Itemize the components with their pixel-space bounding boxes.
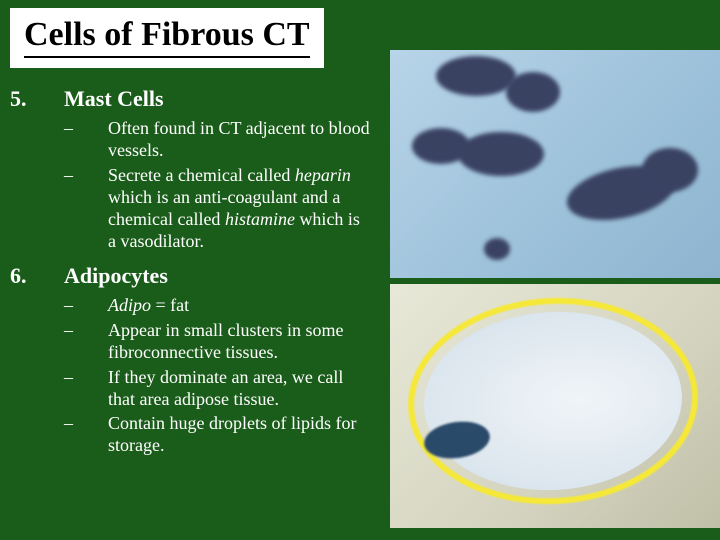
bullet-dash: – [64,320,108,364]
bullet-text: Contain huge droplets of lipids for stor… [108,413,370,457]
italic-term: heparin [295,165,351,185]
bullet-dash: – [64,295,108,317]
item-6-bullet-3: – If they dominate an area, we call that… [64,367,370,411]
yellow-outline [403,291,703,512]
item-6-number: 6. [10,263,64,289]
image-column [390,0,720,540]
title-container: Cells of Fibrous CT [10,8,324,68]
item-6-heading: Adipocytes [64,263,168,289]
text-fragment: Secrete a chemical called [108,165,295,185]
cell-blob [436,56,516,96]
bullet-dash: – [64,165,108,253]
item-6-bullet-4: – Contain huge droplets of lipids for st… [64,413,370,457]
text-content: 5. Mast Cells – Often found in CT adjace… [10,86,370,457]
item-5-number: 5. [10,86,64,112]
adipocyte-micrograph [390,284,720,528]
bullet-dash: – [64,118,108,162]
italic-term: histamine [225,209,295,229]
bullet-text: Secrete a chemical called heparin which … [108,165,370,253]
italic-term: Adipo [108,295,151,315]
item-6-header: 6. Adipocytes [10,263,370,289]
item-6-bullet-2: – Appear in small clusters in some fibro… [64,320,370,364]
bullet-text: Often found in CT adjacent to blood vess… [108,118,370,162]
cell-blob [506,72,560,112]
bullet-text: If they dominate an area, we call that a… [108,367,370,411]
item-5-bullet-1: – Often found in CT adjacent to blood ve… [64,118,370,162]
cell-blob [642,148,698,192]
cell-blob [484,238,510,260]
item-5-heading: Mast Cells [64,86,164,112]
bullet-text: Appear in small clusters in some fibroco… [108,320,370,364]
item-5-header: 5. Mast Cells [10,86,370,112]
bullet-dash: – [64,413,108,457]
slide-title: Cells of Fibrous CT [24,16,310,58]
bullet-text: Adipo = fat [108,295,370,317]
text-fragment: = fat [151,295,189,315]
mast-cells-micrograph [390,50,720,278]
bullet-dash: – [64,367,108,411]
item-6-bullet-1: – Adipo = fat [64,295,370,317]
cell-blob [458,132,544,176]
item-5-bullet-2: – Secrete a chemical called heparin whic… [64,165,370,253]
